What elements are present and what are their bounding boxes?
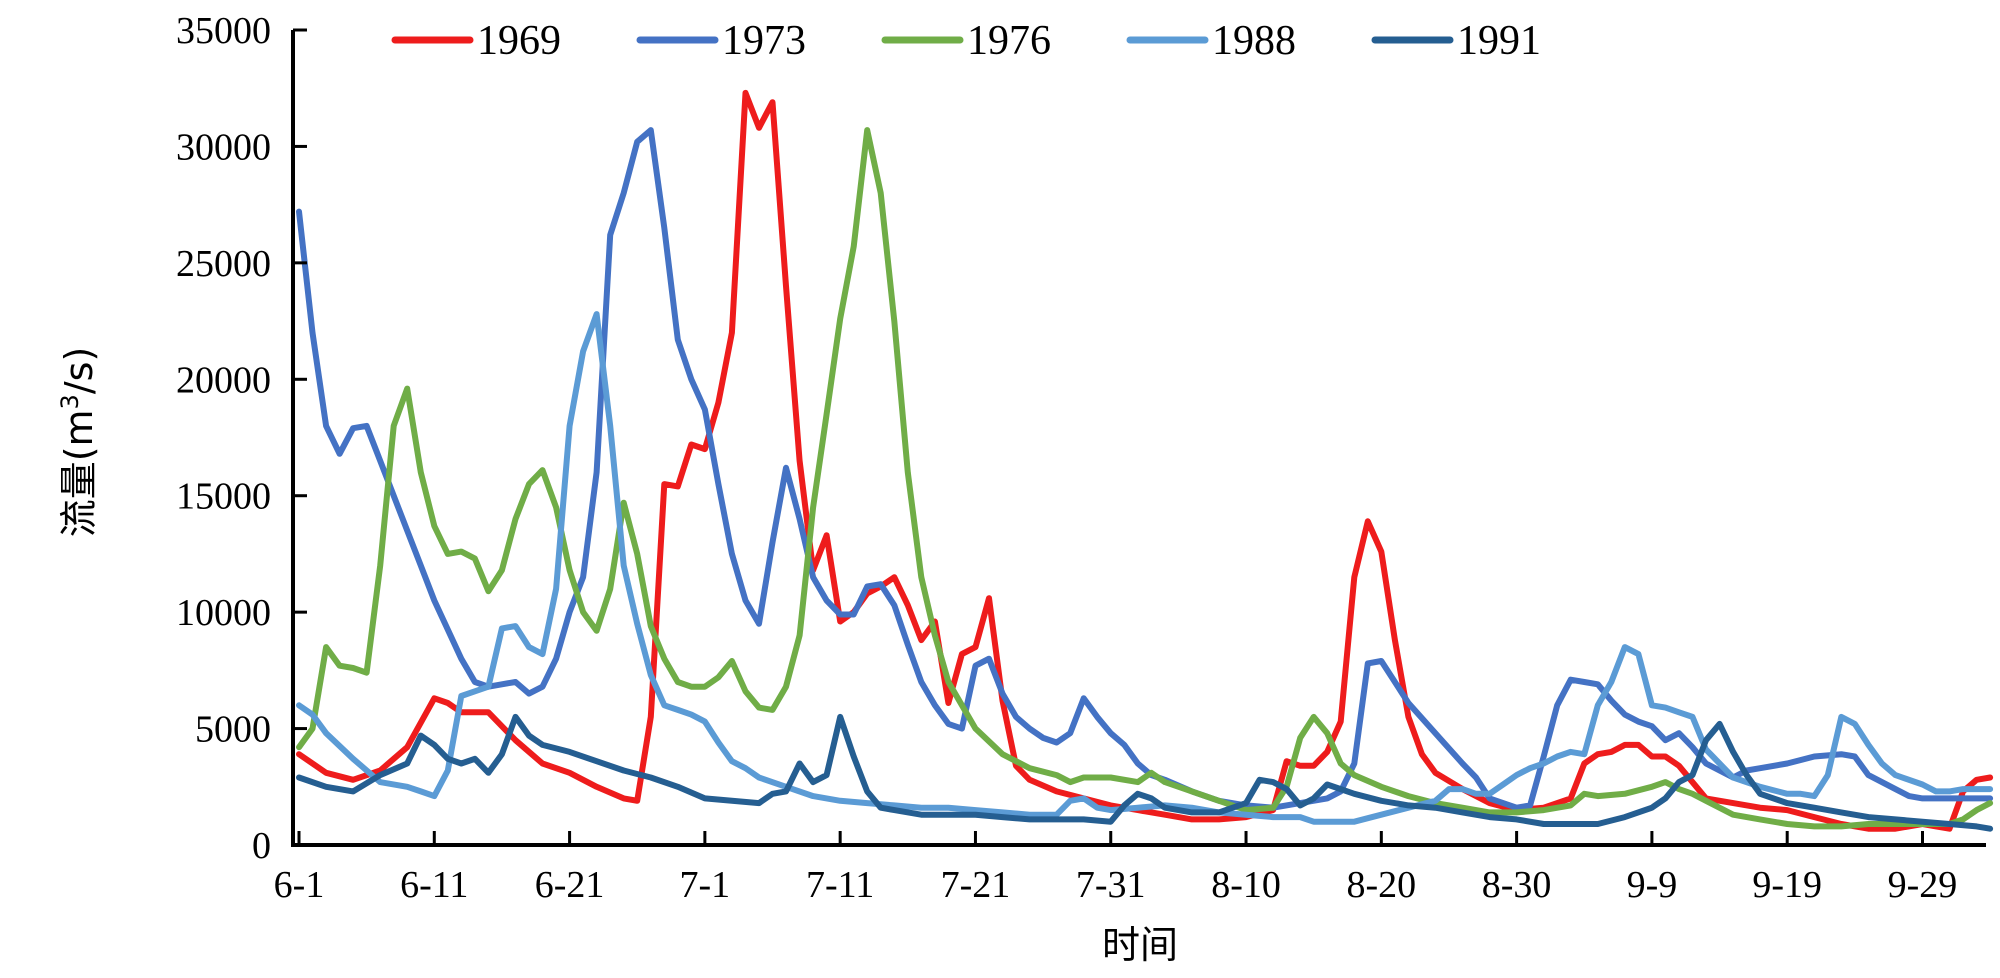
x-tick-label: 9-29 [1888,864,1958,906]
series-line-1969 [296,89,1994,832]
series-line-1991 [296,713,1994,832]
axes-layer [291,30,1986,847]
y-ticks: 0 5000 10000 15000 20000 25000 30000 35000 [176,10,307,867]
y-tick-label: 20000 [176,359,271,401]
y-axis-title-sup: 3 [56,394,84,409]
series-line-1973 [296,127,1994,811]
series-line-1976 [296,127,1994,830]
y-tick-label: 5000 [195,709,271,751]
x-tick-label: 6-11 [400,864,468,906]
x-tick-label: 7-11 [806,864,874,906]
y-tick-label: 25000 [176,243,271,285]
x-tick-label: 6-1 [274,864,325,906]
legend-label-1991: 1991 [1457,18,1541,64]
y-tick-label: 35000 [176,10,271,52]
y-axis-title-end: /s) [57,347,101,394]
x-tick-label: 8-30 [1482,864,1552,906]
x-ticks: 6-1 6-11 6-21 7-1 7-11 7-21 7-31 8-10 8-20 8-30 9-… [274,831,1958,906]
x-tick-label: 8-10 [1211,864,1281,906]
legend-label-1976: 1976 [967,18,1051,64]
x-tick-label: 8-20 [1346,864,1416,906]
x-tick-label: 7-31 [1076,864,1146,906]
legend-label-1988: 1988 [1212,18,1296,64]
y-axis-title-main: 流量(m [57,409,101,537]
y-axis-title: 流量(m3/s) [56,347,101,538]
legend-label-1973: 1973 [722,18,806,64]
x-tick-label: 9-19 [1752,864,1822,906]
legend: 1969 1973 1976 1988 1991 [391,18,1541,64]
x-tick-label: 6-21 [535,864,605,906]
x-tick-label: 7-21 [941,864,1011,906]
y-tick-label: 15000 [176,476,271,518]
x-axis-title: 时间 [1102,923,1178,967]
series-layer [296,89,1994,832]
x-tick-label: 9-9 [1627,864,1678,906]
y-tick-label: 10000 [176,592,271,634]
x-tick-label: 7-1 [680,864,731,906]
legend-label-1969: 1969 [477,18,561,64]
y-tick-label: 0 [252,825,271,867]
y-tick-label: 30000 [176,126,271,168]
